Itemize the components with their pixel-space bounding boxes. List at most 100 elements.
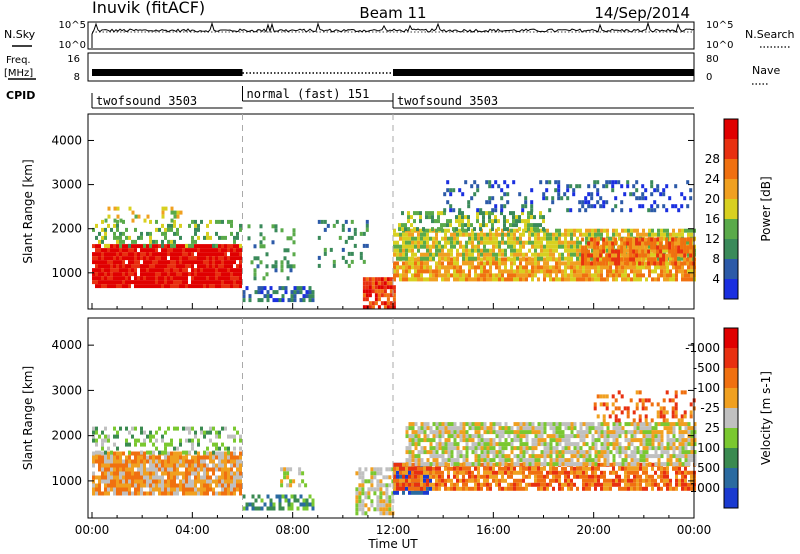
heatmap-cell <box>382 491 386 496</box>
heatmap-cell <box>614 180 618 185</box>
heatmap-cell <box>594 232 597 237</box>
heatmap-cell <box>483 277 486 282</box>
heatmap-cell <box>618 232 621 237</box>
heatmap-cell <box>474 277 477 282</box>
heatmap-cell <box>95 276 98 281</box>
heatmap-cell <box>585 462 589 467</box>
heatmap-cell <box>669 478 672 483</box>
heatmap-cell <box>441 256 444 261</box>
heatmap-cell <box>570 486 573 491</box>
heatmap-cell <box>388 503 392 508</box>
heatmap-cell <box>620 241 624 246</box>
heatmap-cell <box>131 475 134 480</box>
heatmap-cell <box>600 228 603 233</box>
heatmap-cell <box>116 434 119 439</box>
heatmap-cell <box>182 272 185 277</box>
heatmap-cell <box>639 482 642 487</box>
heatmap-cell <box>431 211 434 216</box>
heatmap-cell <box>420 256 423 261</box>
heatmap-cell <box>125 264 128 269</box>
heatmap-cell <box>650 208 654 213</box>
heatmap-cell <box>606 244 609 249</box>
heatmap-cell <box>636 482 639 487</box>
heatmap-cell <box>474 454 478 459</box>
heatmap-cell <box>548 180 552 185</box>
heatmap-cell <box>188 471 191 476</box>
heatmap-cell <box>510 482 513 487</box>
heatmap-cell <box>684 442 688 447</box>
heatmap-cell <box>119 218 123 223</box>
heatmap-cell <box>370 487 374 492</box>
heatmap-cell <box>435 446 439 451</box>
heatmap-cell <box>639 442 643 447</box>
heatmap-cell <box>392 293 396 298</box>
heatmap-cell <box>441 252 444 257</box>
heatmap-cell <box>215 483 218 488</box>
heatmap-cell <box>672 434 676 439</box>
heatmap-cell <box>116 430 119 435</box>
heatmap-cell <box>593 184 597 189</box>
heatmap-cell <box>296 498 300 503</box>
heatmap-cell <box>648 422 652 427</box>
heatmap-cell <box>512 219 515 224</box>
heatmap-cell <box>483 422 487 427</box>
heatmap-cell <box>197 487 200 492</box>
heatmap-cell <box>299 298 303 303</box>
heatmap-cell <box>388 475 392 480</box>
heatmap-cell <box>533 227 536 232</box>
heatmap-cell <box>693 450 697 455</box>
heatmap-cell <box>585 458 589 463</box>
heatmap-cell <box>122 252 125 257</box>
heatmap-cell <box>411 244 414 249</box>
heatmap-cell <box>540 438 544 443</box>
heatmap-cell <box>259 224 263 229</box>
heatmap-cell <box>101 471 104 476</box>
heatmap-cell <box>561 454 565 459</box>
heatmap-cell <box>450 446 454 451</box>
heatmap-cell <box>545 188 549 193</box>
heatmap-cell <box>579 462 583 467</box>
heatmap-cell <box>417 474 420 479</box>
heatmap-cell <box>537 466 540 471</box>
heatmap-cell <box>582 430 586 435</box>
heatmap-cell <box>449 219 452 224</box>
heatmap-cell <box>509 211 512 216</box>
heatmap-cell <box>450 478 453 483</box>
heatmap-cell <box>681 265 684 270</box>
heatmap-cell <box>149 455 152 460</box>
heatmap-cell <box>471 446 475 451</box>
heatmap-cell <box>566 188 570 193</box>
heatmap-cell <box>672 466 675 471</box>
heatmap-cell <box>576 265 579 270</box>
heatmap-cell <box>423 252 426 257</box>
heatmap-cell <box>344 219 348 224</box>
colorbar-tick-label: 24 <box>705 172 720 186</box>
heatmap-cell <box>420 458 424 463</box>
heatmap-cell <box>684 474 687 479</box>
colorbar-tick-label: 28 <box>705 152 720 166</box>
heatmap-cell <box>101 227 104 232</box>
heatmap-cell <box>423 240 426 245</box>
heatmap-cell <box>636 450 640 455</box>
heatmap-cell <box>164 231 167 236</box>
heatmap-cell <box>498 486 501 491</box>
heatmap-cell <box>456 450 460 455</box>
heatmap-cell <box>656 184 660 189</box>
heatmap-cell <box>635 196 639 201</box>
heatmap-cell <box>606 269 609 274</box>
heatmap-cell <box>639 454 643 459</box>
heatmap-cell <box>516 446 520 451</box>
heatmap-cell <box>113 463 116 468</box>
heatmap-cell <box>233 479 236 484</box>
heatmap-cell <box>182 268 185 273</box>
heatmap-cell <box>365 227 369 232</box>
heatmap-cell <box>492 252 495 257</box>
heatmap-cell <box>603 446 607 451</box>
heatmap-cell <box>672 450 676 455</box>
heatmap-cell <box>441 434 445 439</box>
heatmap-cell <box>651 482 654 487</box>
heatmap-cell <box>414 458 418 463</box>
heatmap-cell <box>591 422 595 427</box>
heatmap-cell <box>290 294 294 299</box>
heatmap-cell <box>164 276 167 281</box>
